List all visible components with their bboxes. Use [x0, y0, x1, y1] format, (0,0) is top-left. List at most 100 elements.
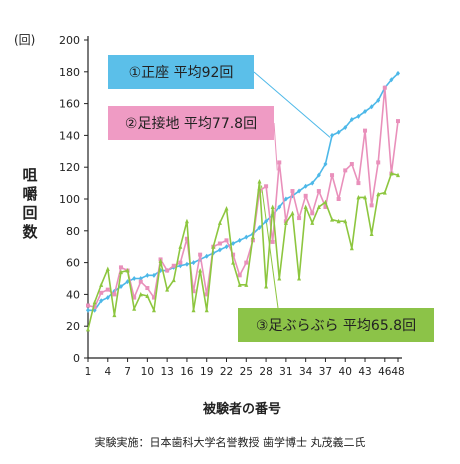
- data-point: [323, 161, 328, 167]
- legend-box: [238, 308, 434, 342]
- data-point: [145, 286, 150, 291]
- x-tick-label: 25: [240, 366, 253, 378]
- data-point: [323, 199, 328, 205]
- x-tick-label: 10: [141, 366, 154, 378]
- data-point: [369, 104, 374, 110]
- y-axis: 0 20 40 60 80 100 120 140 160 180 200: [59, 34, 89, 365]
- data-point: [363, 194, 368, 200]
- data-point: [92, 305, 97, 310]
- data-point: [323, 204, 328, 209]
- data-point: [389, 171, 394, 176]
- data-point: [191, 260, 196, 266]
- data-point: [363, 109, 368, 115]
- data-point: [303, 204, 308, 209]
- data-point: [264, 184, 269, 189]
- x-tick-label: 40: [339, 366, 352, 378]
- legend-box: [108, 106, 274, 140]
- data-point: [125, 268, 130, 273]
- data-point: [211, 244, 216, 249]
- data-point: [145, 293, 150, 298]
- data-point: [330, 173, 335, 178]
- data-point: [178, 244, 183, 249]
- data-point: [244, 282, 249, 287]
- data-point: [277, 204, 282, 210]
- data-point: [376, 97, 381, 103]
- x-tick-label: 46: [378, 366, 392, 378]
- data-point: [118, 269, 123, 275]
- data-point: [184, 236, 189, 241]
- y-unit-label: (回): [14, 33, 35, 47]
- series-line: [87, 172, 399, 330]
- x-axis-title: 被験者の番号: [202, 401, 281, 417]
- data-point: [303, 193, 308, 198]
- data-point: [310, 211, 315, 216]
- data-point: [310, 180, 315, 186]
- data-point: [264, 283, 269, 289]
- x-axis: 1 4 7 10 13 16 19 22 25 28 31 34 37 40 43 46 48: [85, 357, 405, 378]
- series-3: [86, 171, 400, 332]
- data-point: [349, 245, 354, 251]
- data-point: [86, 303, 90, 308]
- data-point: [231, 252, 236, 257]
- data-point: [184, 261, 189, 267]
- data-point: [237, 282, 242, 287]
- x-tick-label: 37: [319, 366, 332, 378]
- data-point: [224, 238, 229, 243]
- y-tick-label: 20: [66, 320, 80, 333]
- data-point: [336, 197, 341, 201]
- data-point: [277, 160, 282, 165]
- x-tick-label: 31: [279, 366, 292, 378]
- data-point: [224, 244, 229, 250]
- y-tick-label: 0: [73, 352, 80, 365]
- data-point: [105, 287, 110, 292]
- data-point: [92, 299, 97, 305]
- data-point: [138, 291, 143, 297]
- data-point: [376, 160, 381, 165]
- legend-boxes: ①正座 平均92回 ②足接地 平均77.8回 ③足ぶらぶら 平均65.8回: [108, 55, 434, 342]
- data-point: [330, 217, 335, 222]
- data-point: [257, 225, 262, 231]
- data-point: [283, 220, 288, 225]
- data-point: [396, 119, 400, 124]
- credit-note: 実験実施：日本歯科大学名誉教授 歯学博士 丸茂義二氏: [95, 435, 366, 449]
- data-point: [382, 190, 387, 195]
- data-point: [336, 218, 341, 224]
- data-point: [349, 162, 354, 167]
- data-point: [336, 129, 341, 135]
- data-point: [356, 113, 361, 119]
- y-tick-label: 140: [59, 129, 80, 142]
- data-point: [257, 179, 262, 184]
- data-point: [290, 189, 295, 194]
- y-axis-title-char: 数: [22, 223, 38, 241]
- data-point: [99, 298, 104, 304]
- data-point: [224, 206, 229, 211]
- y-tick-label: 120: [59, 161, 80, 174]
- data-point: [145, 272, 150, 278]
- data-point: [303, 183, 308, 189]
- data-point: [204, 253, 209, 259]
- data-point: [231, 260, 236, 265]
- series-lines: [86, 70, 400, 332]
- y-tick-label: 100: [59, 193, 80, 206]
- y-tick-label: 80: [66, 225, 80, 238]
- data-point: [270, 239, 275, 244]
- data-point: [310, 220, 315, 225]
- data-point: [132, 295, 137, 300]
- data-point: [99, 290, 104, 295]
- y-axis-title-char: 回: [22, 204, 37, 222]
- data-point: [151, 307, 156, 313]
- data-point: [316, 172, 321, 178]
- data-point: [297, 216, 302, 221]
- data-point: [151, 295, 156, 300]
- data-point: [297, 188, 302, 194]
- data-point: [158, 258, 163, 264]
- data-point: [105, 295, 110, 301]
- data-point: [86, 326, 90, 332]
- x-tick-label: 43: [358, 366, 371, 378]
- data-point: [231, 241, 236, 247]
- data-point: [138, 279, 143, 284]
- data-point: [217, 247, 222, 253]
- x-tick-label: 1: [85, 366, 92, 378]
- data-point: [277, 276, 282, 281]
